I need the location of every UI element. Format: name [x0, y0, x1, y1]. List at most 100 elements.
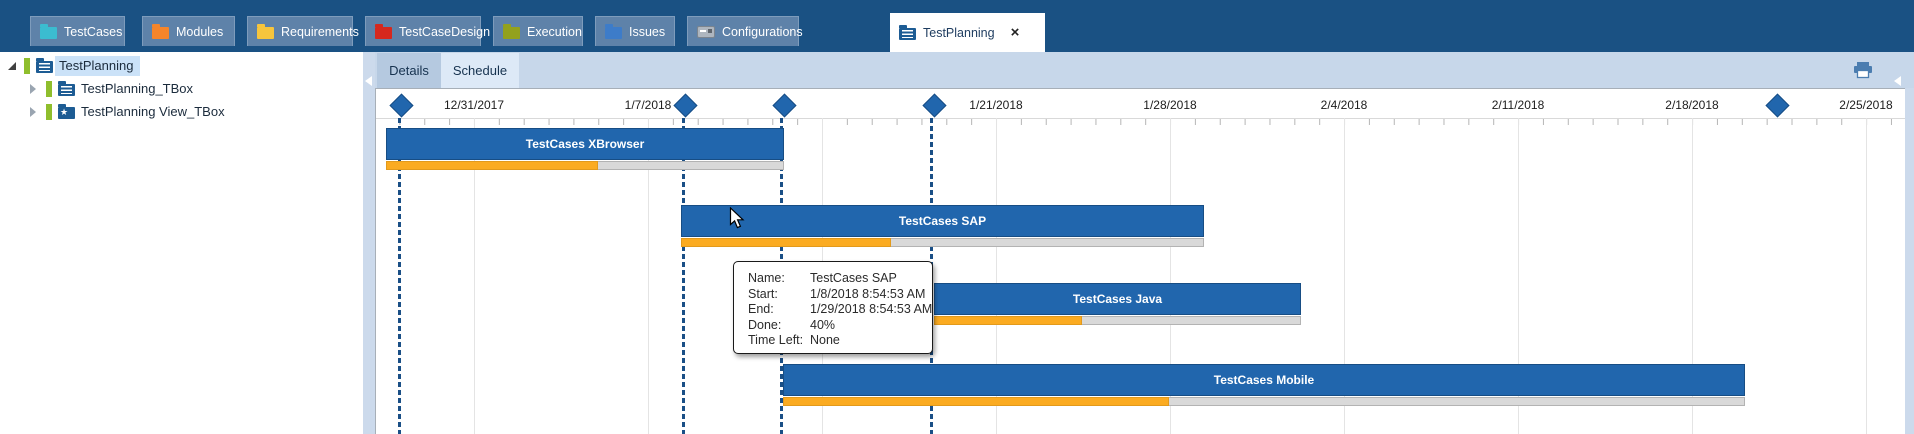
- progress-track: [934, 316, 1301, 325]
- vertical-scrollbar[interactable]: [1905, 88, 1914, 434]
- folder-star-icon: [58, 104, 75, 119]
- gantt-bar-testcases-xbrowser[interactable]: TestCases XBrowser: [386, 128, 784, 170]
- gantt-bar-testcases-mobile[interactable]: TestCases Mobile: [783, 364, 1745, 406]
- bar-label: TestCases SAP: [898, 214, 987, 228]
- timeline-date: 1/7/2018: [624, 98, 672, 112]
- tab-label: Execution: [527, 24, 582, 39]
- task-tooltip: Name: TestCases SAP Start: 1/8/2018 8:54:5…: [733, 261, 933, 354]
- tab-label: Details: [389, 63, 429, 78]
- tree-item-label: TestPlanning: [55, 56, 141, 76]
- tab-label: Schedule: [452, 63, 508, 78]
- tooltip-field-label: End:: [748, 302, 774, 317]
- schedule-toolbar: Details Schedule: [375, 52, 1914, 88]
- tab-issues[interactable]: Issues: [595, 16, 675, 46]
- timeline-date: 2/4/2018: [1320, 98, 1368, 112]
- tab-label: TestCases: [64, 24, 123, 39]
- tree-item-testplanning[interactable]: TestPlanning: [0, 55, 363, 77]
- tab-testplanning[interactable]: TestPlanning ×: [890, 13, 1045, 52]
- expander-collapsed-icon[interactable]: [30, 84, 36, 94]
- collapse-left-icon[interactable]: [1894, 76, 1901, 86]
- progress-done: [386, 161, 598, 170]
- tree-item-label: TestPlanning_TBox: [81, 81, 194, 96]
- progress-track: [783, 397, 1745, 406]
- tooltip-field-value: None: [810, 333, 840, 348]
- tab-schedule[interactable]: Schedule: [441, 53, 519, 88]
- progress-track: [386, 161, 784, 170]
- green-bar-icon: [46, 104, 52, 120]
- tab-testcasedesign[interactable]: TestCaseDesign: [365, 16, 490, 46]
- tab-configurations[interactable]: Configurations: [687, 16, 803, 46]
- panel-splitter[interactable]: [363, 52, 375, 434]
- folder-icon: [40, 23, 57, 39]
- milestone-diamond[interactable]: [389, 93, 414, 118]
- tab-execution[interactable]: Execution: [493, 16, 583, 46]
- tab-label: Requirements: [281, 24, 359, 39]
- green-bar-icon: [24, 58, 30, 74]
- folder-icon: [257, 23, 274, 39]
- gantt-bar-testcases-sap[interactable]: TestCases SAP: [681, 205, 1204, 247]
- tab-requirements[interactable]: Requirements: [247, 16, 359, 46]
- progress-done: [681, 238, 892, 247]
- bar-label: TestCases Java: [1072, 292, 1163, 306]
- tooltip-field-value: 40%: [810, 317, 836, 332]
- tab-label: Configurations: [722, 24, 803, 39]
- progress-track: [681, 238, 1204, 247]
- milestone-diamond[interactable]: [1765, 93, 1790, 118]
- gantt-chart: 12/31/2017 1/7/2018 1/21/2018 1/28/2018 …: [375, 88, 1905, 434]
- mouse-cursor: [729, 206, 746, 235]
- tooltip-field-value: 1/29/2018 8:54:53 AM: [810, 302, 933, 317]
- tooltip-row: Name: TestCases SAP: [748, 271, 924, 287]
- tooltip-row: Time Left: None: [748, 333, 924, 349]
- tree-item-label: TestPlanning View_TBox: [81, 104, 225, 119]
- tooltip-field-value: 1/8/2018 8:54:53 AM: [810, 286, 926, 301]
- tooltip-field-label: Time Left:: [748, 333, 804, 348]
- tab-label: Issues: [629, 24, 666, 39]
- tab-label: TestPlanning: [923, 25, 995, 40]
- progress-done: [934, 316, 1082, 325]
- timeline-date: 1/28/2018: [1143, 98, 1197, 112]
- tree-sidebar: TestPlanning TestPlanning_TBox TestPlann…: [0, 52, 363, 434]
- timeline-date: 1/21/2018: [969, 98, 1023, 112]
- tab-modules[interactable]: Modules: [142, 16, 235, 46]
- print-button[interactable]: [1853, 61, 1873, 84]
- bar-body[interactable]: TestCases XBrowser: [386, 128, 784, 160]
- folder-lines-icon: [899, 24, 916, 40]
- tab-label: TestCaseDesign: [399, 24, 491, 39]
- milestone-diamond[interactable]: [772, 93, 797, 118]
- milestone-line: [682, 118, 685, 434]
- tooltip-field-label: Name:: [748, 271, 785, 285]
- tree-item-testplanning-tbox[interactable]: TestPlanning_TBox: [0, 78, 363, 100]
- timeline-date: 2/11/2018: [1491, 98, 1545, 112]
- tooltip-field-label: Start:: [748, 286, 778, 301]
- configurations-icon: [697, 25, 715, 38]
- bar-label: TestCases Mobile: [1213, 373, 1315, 387]
- bar-body[interactable]: TestCases SAP: [681, 205, 1204, 237]
- tab-label: Modules: [176, 24, 224, 39]
- milestone-line: [398, 118, 401, 434]
- tab-testcases[interactable]: TestCases: [30, 16, 125, 46]
- tree-item-testplanning-view-tbox[interactable]: TestPlanning View_TBox: [0, 101, 363, 123]
- folder-icon: [503, 23, 520, 39]
- bar-label: TestCases XBrowser: [525, 137, 645, 151]
- bar-body[interactable]: TestCases Java: [934, 283, 1301, 315]
- tooltip-row: End: 1/29/2018 8:54:53 AM: [748, 302, 932, 318]
- expander-expanded-icon[interactable]: [8, 62, 16, 70]
- close-tab-icon[interactable]: ×: [1010, 24, 1020, 41]
- timeline-date: 2/18/2018: [1665, 98, 1719, 112]
- folder-lines-icon: [36, 58, 53, 73]
- progress-done: [783, 397, 1169, 406]
- expander-collapsed-icon[interactable]: [30, 107, 36, 117]
- folder-icon: [605, 23, 622, 39]
- tooltip-field-value: TestCases SAP: [810, 271, 897, 285]
- timeline-date: 12/31/2017: [443, 98, 505, 112]
- gantt-bar-testcases-java[interactable]: TestCases Java: [934, 283, 1301, 325]
- collapse-left-icon[interactable]: [365, 76, 372, 86]
- folder-icon: [152, 23, 169, 39]
- main-tab-bar: TestCases Modules Requirements TestCaseD…: [0, 0, 1914, 52]
- bar-body[interactable]: TestCases Mobile: [783, 364, 1745, 396]
- tooltip-field-label: Done:: [748, 317, 782, 332]
- tab-details[interactable]: Details: [377, 53, 441, 88]
- folder-lines-icon: [58, 81, 75, 96]
- timeline-date: 2/25/2018: [1839, 98, 1893, 112]
